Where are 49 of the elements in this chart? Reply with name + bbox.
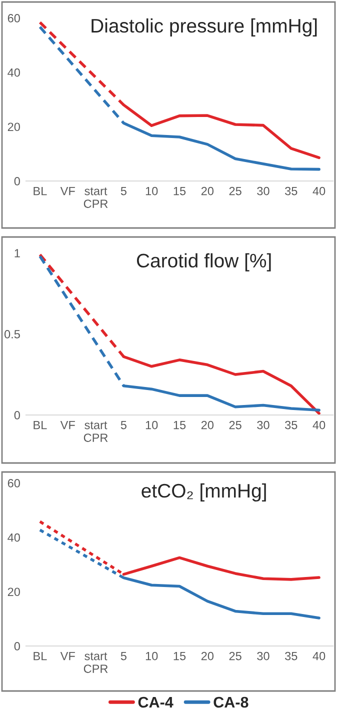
- y-tick-label: 0: [14, 177, 20, 186]
- x-tick-label: 30: [257, 420, 270, 430]
- x-tick-label: 35: [285, 186, 298, 196]
- x-tick-label: BL: [34, 186, 47, 196]
- y-tick-label: 0: [14, 642, 20, 650]
- x-tick-label: VF: [60, 652, 75, 660]
- x-tick-label: 30: [257, 652, 270, 660]
- x-tick-label: BL: [34, 652, 47, 660]
- x-tick-label: 20: [201, 420, 214, 430]
- x-tick-label: 20: [201, 186, 214, 196]
- y-tick-label: 20: [8, 122, 20, 132]
- x-tick-label: 40: [312, 186, 326, 196]
- x-tick-label: 40: [312, 420, 326, 430]
- x-tick-label: 35: [285, 420, 298, 430]
- chart-title: etCO₂ [mmHg]: [142, 483, 266, 502]
- x-tick-label: 20: [201, 652, 214, 660]
- legend-label: CA-4: [138, 696, 174, 708]
- x-tick-label: 15: [174, 420, 186, 430]
- x-tick-label: start CPR: [84, 652, 108, 673]
- x-tick-label: VF: [60, 186, 75, 196]
- x-tick-label: 5: [120, 652, 126, 660]
- chart-title: Diastolic pressure [mmHg]: [92, 18, 317, 37]
- x-tick-label: 10: [146, 652, 158, 660]
- y-tick-label: 20: [8, 588, 20, 596]
- y-tick-label: 40: [8, 533, 20, 542]
- x-tick-label: 25: [229, 186, 242, 196]
- x-tick-label: 5: [120, 186, 126, 196]
- x-tick-label: start CPR: [84, 421, 108, 442]
- x-tick-label: start CPR: [84, 187, 108, 208]
- x-tick-label: 5: [120, 420, 126, 430]
- y-tick-label: 60: [8, 479, 20, 488]
- chart-title: Carotid flow [%]: [136, 253, 271, 272]
- x-tick-label: 15: [174, 186, 186, 196]
- x-tick-label: 40: [312, 652, 326, 660]
- y-tick-label: 40: [8, 68, 20, 77]
- x-tick-label: 10: [146, 420, 158, 430]
- legend-label: CA-8: [214, 696, 248, 708]
- y-tick-label: 0: [14, 411, 20, 420]
- y-tick-label: 1: [14, 249, 20, 258]
- x-tick-label: 25: [229, 420, 242, 430]
- x-tick-label: 30: [257, 186, 270, 196]
- x-tick-label: 10: [146, 186, 158, 196]
- y-tick-label: 0.5: [4, 330, 20, 338]
- y-tick-label: 60: [8, 14, 20, 22]
- x-tick-label: VF: [60, 420, 75, 430]
- x-tick-label: 35: [285, 652, 298, 660]
- x-tick-label: 15: [174, 652, 186, 660]
- x-tick-label: 25: [229, 652, 242, 660]
- x-tick-label: BL: [34, 420, 47, 430]
